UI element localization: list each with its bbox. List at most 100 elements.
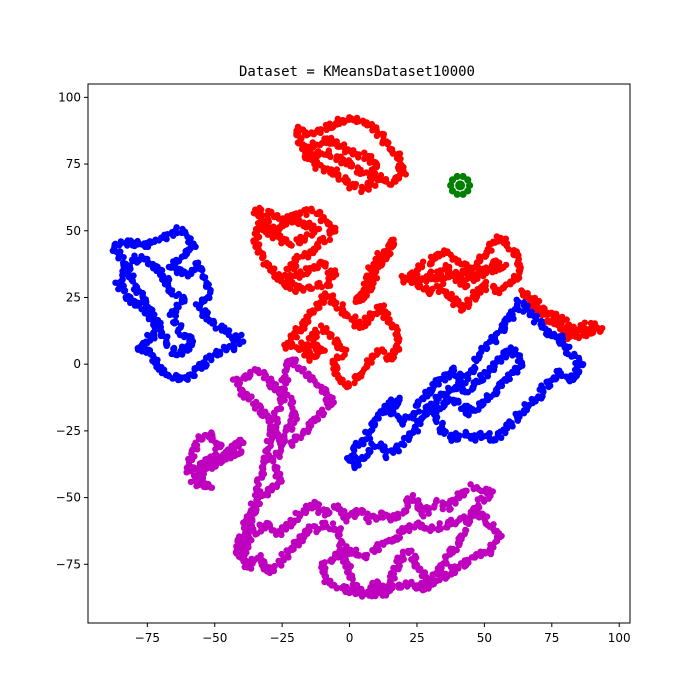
data-point xyxy=(405,547,412,555)
data-point xyxy=(427,268,435,275)
data-point xyxy=(346,457,353,464)
data-point xyxy=(117,248,124,255)
data-point xyxy=(440,560,447,567)
data-point xyxy=(333,155,341,162)
data-point xyxy=(361,314,369,321)
data-point xyxy=(380,133,387,140)
data-point xyxy=(159,276,166,283)
data-point xyxy=(163,341,170,348)
data-point xyxy=(254,484,261,492)
data-point xyxy=(271,562,278,570)
data-point xyxy=(530,319,538,326)
data-point xyxy=(117,238,125,245)
data-point xyxy=(288,441,295,449)
data-point xyxy=(288,242,295,249)
y-tick-label: −25 xyxy=(56,424,81,438)
data-point xyxy=(285,359,293,366)
data-point xyxy=(358,188,365,195)
data-point xyxy=(325,293,332,300)
data-point xyxy=(268,208,275,215)
data-point xyxy=(457,302,464,310)
data-point xyxy=(256,204,263,212)
data-point xyxy=(309,207,316,215)
data-point xyxy=(577,322,584,329)
data-point xyxy=(202,283,210,290)
data-point xyxy=(190,240,197,247)
data-point xyxy=(178,299,185,306)
data-point xyxy=(361,149,368,156)
data-point xyxy=(207,287,214,294)
data-point xyxy=(373,132,381,139)
data-point xyxy=(315,225,323,233)
data-point xyxy=(516,267,524,274)
data-point xyxy=(433,497,440,505)
data-point xyxy=(375,443,382,450)
data-point xyxy=(267,423,274,430)
data-point xyxy=(324,282,331,290)
data-point xyxy=(490,282,497,290)
data-point xyxy=(361,291,368,298)
data-point xyxy=(493,537,501,545)
data-point xyxy=(428,523,436,530)
cluster-1 xyxy=(293,114,409,195)
data-point xyxy=(322,263,329,270)
data-point xyxy=(253,499,261,506)
data-point xyxy=(301,206,308,214)
cluster-4 xyxy=(352,236,398,305)
cluster-3 xyxy=(281,290,403,391)
data-point xyxy=(300,219,308,226)
data-point xyxy=(382,453,389,460)
data-point xyxy=(252,398,260,406)
data-point xyxy=(436,426,443,433)
data-point xyxy=(465,412,472,419)
data-point xyxy=(264,492,272,499)
data-point xyxy=(358,183,366,191)
data-point xyxy=(306,335,313,342)
data-point xyxy=(184,376,191,383)
data-point xyxy=(587,324,594,332)
data-point xyxy=(120,259,127,266)
data-point xyxy=(557,321,565,328)
data-point xyxy=(256,409,263,416)
data-point xyxy=(450,301,457,309)
data-point xyxy=(379,309,387,316)
data-point xyxy=(400,278,407,285)
data-point xyxy=(400,434,408,442)
data-point xyxy=(191,366,198,374)
data-point xyxy=(439,419,446,427)
data-point xyxy=(192,478,199,485)
data-point xyxy=(183,469,190,476)
data-point xyxy=(236,340,243,348)
data-point xyxy=(482,342,490,349)
data-point xyxy=(383,313,390,320)
data-point xyxy=(514,416,521,423)
data-point xyxy=(370,442,377,450)
data-point xyxy=(175,326,182,333)
data-point xyxy=(326,230,333,237)
data-point xyxy=(127,299,134,307)
data-point xyxy=(488,268,496,275)
data-point xyxy=(515,298,522,306)
data-point xyxy=(172,319,180,326)
data-point xyxy=(284,552,291,559)
data-point xyxy=(422,285,430,292)
data-point xyxy=(210,319,218,327)
data-point xyxy=(550,333,557,340)
data-point xyxy=(257,522,264,530)
data-point xyxy=(479,282,486,289)
data-point xyxy=(555,370,562,377)
data-point xyxy=(340,176,348,184)
data-point xyxy=(260,374,268,382)
data-point xyxy=(317,322,325,329)
data-point xyxy=(587,319,595,327)
data-point xyxy=(267,225,274,232)
data-point xyxy=(502,241,510,248)
data-point xyxy=(170,345,177,352)
data-point xyxy=(315,509,322,516)
data-point xyxy=(485,431,492,438)
data-point xyxy=(313,381,320,388)
data-point xyxy=(173,292,180,299)
data-point xyxy=(575,334,582,342)
data-point xyxy=(263,212,271,219)
data-point xyxy=(436,520,443,527)
